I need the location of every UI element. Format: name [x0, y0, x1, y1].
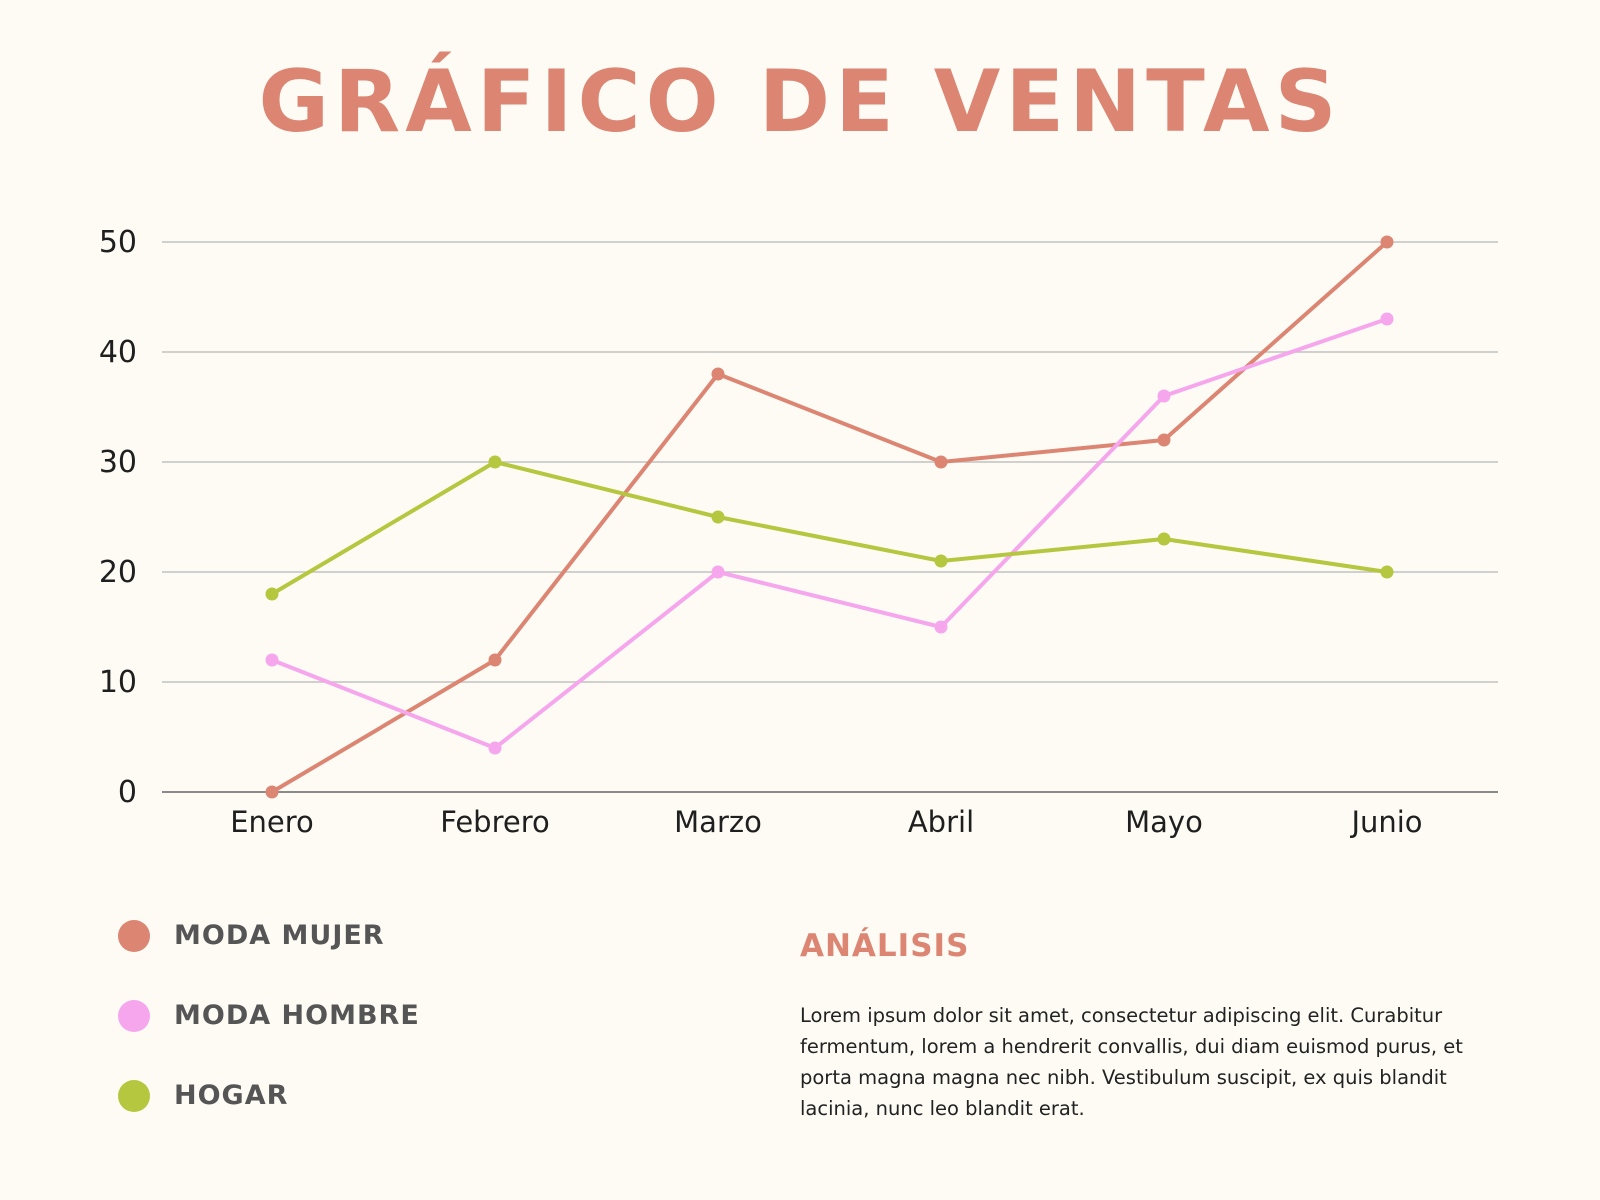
series-line-moda-hombre: [270, 317, 1389, 750]
x-tick-label: Mayo: [1125, 805, 1203, 839]
y-tick-label: 20: [99, 555, 137, 590]
x-tick-label: Abril: [908, 805, 974, 839]
data-point-hogar: [1380, 565, 1394, 579]
data-point-hogar: [488, 455, 502, 469]
data-point-moda-hombre: [934, 620, 948, 634]
y-tick-label: 10: [99, 665, 137, 700]
analysis-section: ANÁLISIS Lorem ipsum dolor sit amet, con…: [800, 928, 1500, 1124]
legend-marker-hogar: [118, 1080, 150, 1112]
y-tick-label: 50: [99, 225, 137, 260]
y-tick-label: 30: [99, 445, 137, 480]
legend-marker-moda-hombre: [118, 1000, 150, 1032]
data-point-moda-hombre: [1157, 389, 1171, 403]
line-chart: 0 10 20 30 40 50 Enero Febrero Marzo Abril Mayo Jun…: [99, 225, 1498, 839]
data-point-moda-hombre: [265, 653, 279, 667]
y-tick-label: 40: [99, 335, 137, 370]
x-tick-label: Marzo: [674, 805, 762, 839]
data-point-moda-mujer: [934, 455, 948, 469]
data-point-hogar: [1157, 532, 1171, 546]
legend-label-moda-hombre: MODA HOMBRE: [174, 1000, 420, 1031]
legend-label-hogar: HOGAR: [174, 1080, 289, 1111]
data-point-moda-mujer: [488, 653, 502, 667]
data-point-moda-hombre: [488, 741, 502, 755]
data-point-moda-mujer: [1157, 433, 1171, 447]
analysis-text: Lorem ipsum dolor sit amet, consectetur …: [800, 1004, 1463, 1120]
data-point-moda-hombre: [1380, 312, 1394, 326]
x-tick-label: Febrero: [440, 805, 550, 839]
series-line-moda-mujer: [270, 240, 1389, 794]
y-tick-label: 0: [118, 775, 137, 810]
x-tick-label: Junio: [1349, 805, 1422, 839]
chart-title: GRÁFICO DE VENTAS: [258, 52, 1342, 152]
data-point-hogar: [934, 554, 948, 568]
data-point-hogar: [711, 510, 725, 524]
data-point-moda-mujer: [265, 785, 279, 799]
series-line-hogar: [270, 460, 1389, 596]
x-tick-label: Enero: [230, 805, 314, 839]
data-point-hogar: [265, 587, 279, 601]
legend-marker-moda-mujer: [118, 920, 150, 952]
analysis-title: ANÁLISIS: [800, 928, 970, 964]
data-point-moda-hombre: [711, 565, 725, 579]
data-point-moda-mujer: [1380, 235, 1394, 249]
legend-label-moda-mujer: MODA MUJER: [174, 920, 385, 951]
data-point-moda-mujer: [711, 367, 725, 381]
